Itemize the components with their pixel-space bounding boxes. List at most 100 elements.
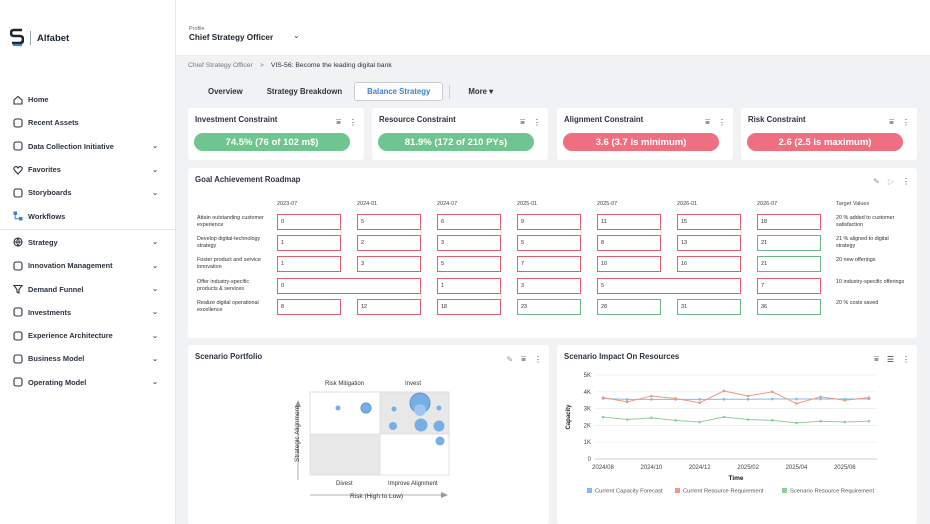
roadmap-cell[interactable]: 18	[757, 214, 821, 230]
breadcrumb-parent[interactable]: Chief Strategy Officer	[188, 62, 253, 69]
sidebar-item-favorites[interactable]: Favorites ⌄	[0, 158, 176, 181]
roadmap-cell[interactable]: 5	[437, 256, 501, 272]
chevron-down-icon[interactable]: ⌄	[152, 239, 158, 247]
sidebar-item-experience-architecture[interactable]: Experience Architecture ⌄	[0, 324, 176, 347]
roadmap-cell[interactable]: 0	[277, 278, 421, 294]
filter-icon[interactable]: ⩸	[520, 117, 525, 126]
roadmap-cell[interactable]: 7	[517, 256, 581, 272]
sidebar-item-strategy[interactable]: Strategy ⌄	[0, 231, 176, 254]
filter-icon[interactable]: ⩸	[873, 354, 879, 363]
sidebar-item-investments[interactable]: Investments ⌄	[0, 301, 176, 324]
roadmap-cell[interactable]: 11	[597, 214, 661, 230]
portfolio-bubble[interactable]	[436, 405, 442, 411]
edit-icon[interactable]: ✎	[873, 177, 880, 186]
roadmap-cell[interactable]: 3	[517, 278, 581, 294]
roadmap-cell[interactable]: 18	[437, 299, 501, 315]
sidebar-item-workflows[interactable]: Workflows	[0, 204, 176, 227]
more-options-icon[interactable]: ⋮	[902, 177, 910, 186]
roadmap-cell[interactable]: 8	[277, 299, 341, 315]
sidebar-item-home[interactable]: Home	[0, 88, 176, 111]
play-icon[interactable]: ▷	[887, 177, 894, 186]
filter-icon[interactable]: ⩸	[705, 117, 710, 126]
roadmap-cell[interactable]: 15	[677, 214, 741, 230]
chevron-down-icon[interactable]: ⌄	[152, 379, 158, 387]
roadmap-cell[interactable]: 5	[597, 278, 741, 294]
sidebar-item-recent-assets[interactable]: Recent Assets	[0, 111, 176, 134]
chevron-down-icon[interactable]: ⌄	[152, 166, 158, 174]
more-options-icon[interactable]: ⋮	[902, 354, 910, 364]
more-options-icon[interactable]: ⋮	[718, 117, 726, 127]
roadmap-cell[interactable]: 12	[357, 299, 421, 315]
funnel-icon	[12, 284, 23, 295]
chevron-down-icon[interactable]: ⌄	[152, 309, 158, 317]
data-point	[867, 419, 871, 423]
portfolio-bubble[interactable]	[335, 405, 341, 411]
roadmap-cell[interactable]: 28	[597, 299, 661, 315]
sidebar-item-label: Data Collection Initiative	[28, 141, 114, 151]
roadmap-cell[interactable]: 36	[757, 299, 821, 315]
more-options-icon[interactable]: ⋮	[349, 117, 357, 127]
roadmap-cell[interactable]: 8	[597, 235, 661, 251]
tab-balance-strategy[interactable]: Balance Strategy	[354, 82, 444, 101]
roadmap-cell[interactable]: 9	[517, 214, 581, 230]
portfolio-bubble[interactable]	[435, 436, 445, 446]
data-point	[746, 394, 750, 398]
chevron-down-icon[interactable]: ⌄	[152, 189, 158, 197]
roadmap-cell[interactable]: 21	[757, 256, 821, 272]
portfolio-bubble[interactable]	[414, 404, 426, 416]
portfolio-bubble[interactable]	[360, 402, 372, 414]
roadmap-cell[interactable]: 31	[677, 299, 741, 315]
brand[interactable]: Alfabet	[10, 28, 69, 48]
portfolio-bubble[interactable]	[433, 420, 445, 432]
sidebar-item-operating-model[interactable]: Operating Model ⌄	[0, 371, 176, 394]
roadmap-cell[interactable]: 3	[357, 256, 421, 272]
more-options-icon[interactable]: ⋮	[534, 354, 542, 364]
roadmap-cell[interactable]: 2	[357, 235, 421, 251]
filter-icon[interactable]: ⩸	[336, 117, 341, 126]
sidebar-item-data-collection-initiative[interactable]: Data Collection Initiative ⌄	[0, 135, 176, 158]
more-options-icon[interactable]: ⋮	[533, 117, 541, 127]
data-point	[674, 397, 677, 400]
roadmap-cell[interactable]: 5	[357, 214, 421, 230]
roadmap-cell[interactable]: 6	[437, 214, 501, 230]
target-value: 10 industry-specific offerings	[836, 279, 905, 285]
target-values-header: Target Values	[836, 201, 870, 207]
sidebar-item-demand-funnel[interactable]: Demand Funnel ⌄	[0, 277, 176, 300]
filter-icon[interactable]: ⩸	[521, 354, 526, 363]
tab-strategy-breakdown[interactable]: Strategy Breakdown	[266, 87, 343, 96]
roadmap-cell[interactable]: 5	[517, 235, 581, 251]
roadmap-cell[interactable]: 7	[757, 278, 821, 294]
chevron-down-icon[interactable]: ⌄	[152, 143, 158, 151]
roadmap-cell[interactable]: 1	[277, 235, 341, 251]
roadmap-cell[interactable]: 16	[677, 256, 741, 272]
filter-icon[interactable]: ⩸	[889, 117, 894, 126]
card-title: Goal Achievement Roadmap	[195, 175, 301, 184]
roadmap-cell[interactable]: 1	[437, 278, 501, 294]
portfolio-bubble[interactable]	[391, 406, 397, 412]
profile-selector[interactable]: Chief Strategy Officer	[189, 33, 274, 42]
tab-more[interactable]: More ▾	[468, 87, 494, 96]
more-options-icon[interactable]: ⋮	[902, 117, 910, 127]
list-icon[interactable]: ☰	[886, 354, 894, 364]
sidebar-item-business-model[interactable]: Business Model ⌄	[0, 347, 176, 370]
card-title: Scenario Portfolio	[195, 352, 263, 361]
sidebar-item-storyboards[interactable]: Storyboards ⌄	[0, 181, 176, 204]
roadmap-cell[interactable]: 13	[677, 235, 741, 251]
chevron-down-icon[interactable]: ⌄	[152, 262, 158, 270]
roadmap-cell[interactable]: 23	[517, 299, 581, 315]
chevron-down-icon[interactable]: ⌄	[152, 355, 158, 363]
edit-icon[interactable]: ✎	[506, 354, 514, 364]
checklist-icon	[12, 141, 23, 152]
roadmap-cell[interactable]: 21	[757, 235, 821, 251]
portfolio-bubble[interactable]	[414, 418, 428, 432]
tab-overview[interactable]: Overview	[208, 87, 243, 96]
roadmap-cell[interactable]: 10	[597, 256, 661, 272]
chevron-down-icon[interactable]: ⌄	[152, 286, 158, 294]
portfolio-bubble[interactable]	[389, 422, 397, 430]
chevron-down-icon[interactable]: ⌄	[293, 31, 300, 40]
roadmap-cell[interactable]: 3	[437, 235, 501, 251]
roadmap-cell[interactable]: 0	[277, 214, 341, 230]
sidebar-item-innovation-management[interactable]: Innovation Management ⌄	[0, 254, 176, 277]
roadmap-cell[interactable]: 1	[277, 256, 341, 272]
chevron-down-icon[interactable]: ⌄	[152, 332, 158, 340]
